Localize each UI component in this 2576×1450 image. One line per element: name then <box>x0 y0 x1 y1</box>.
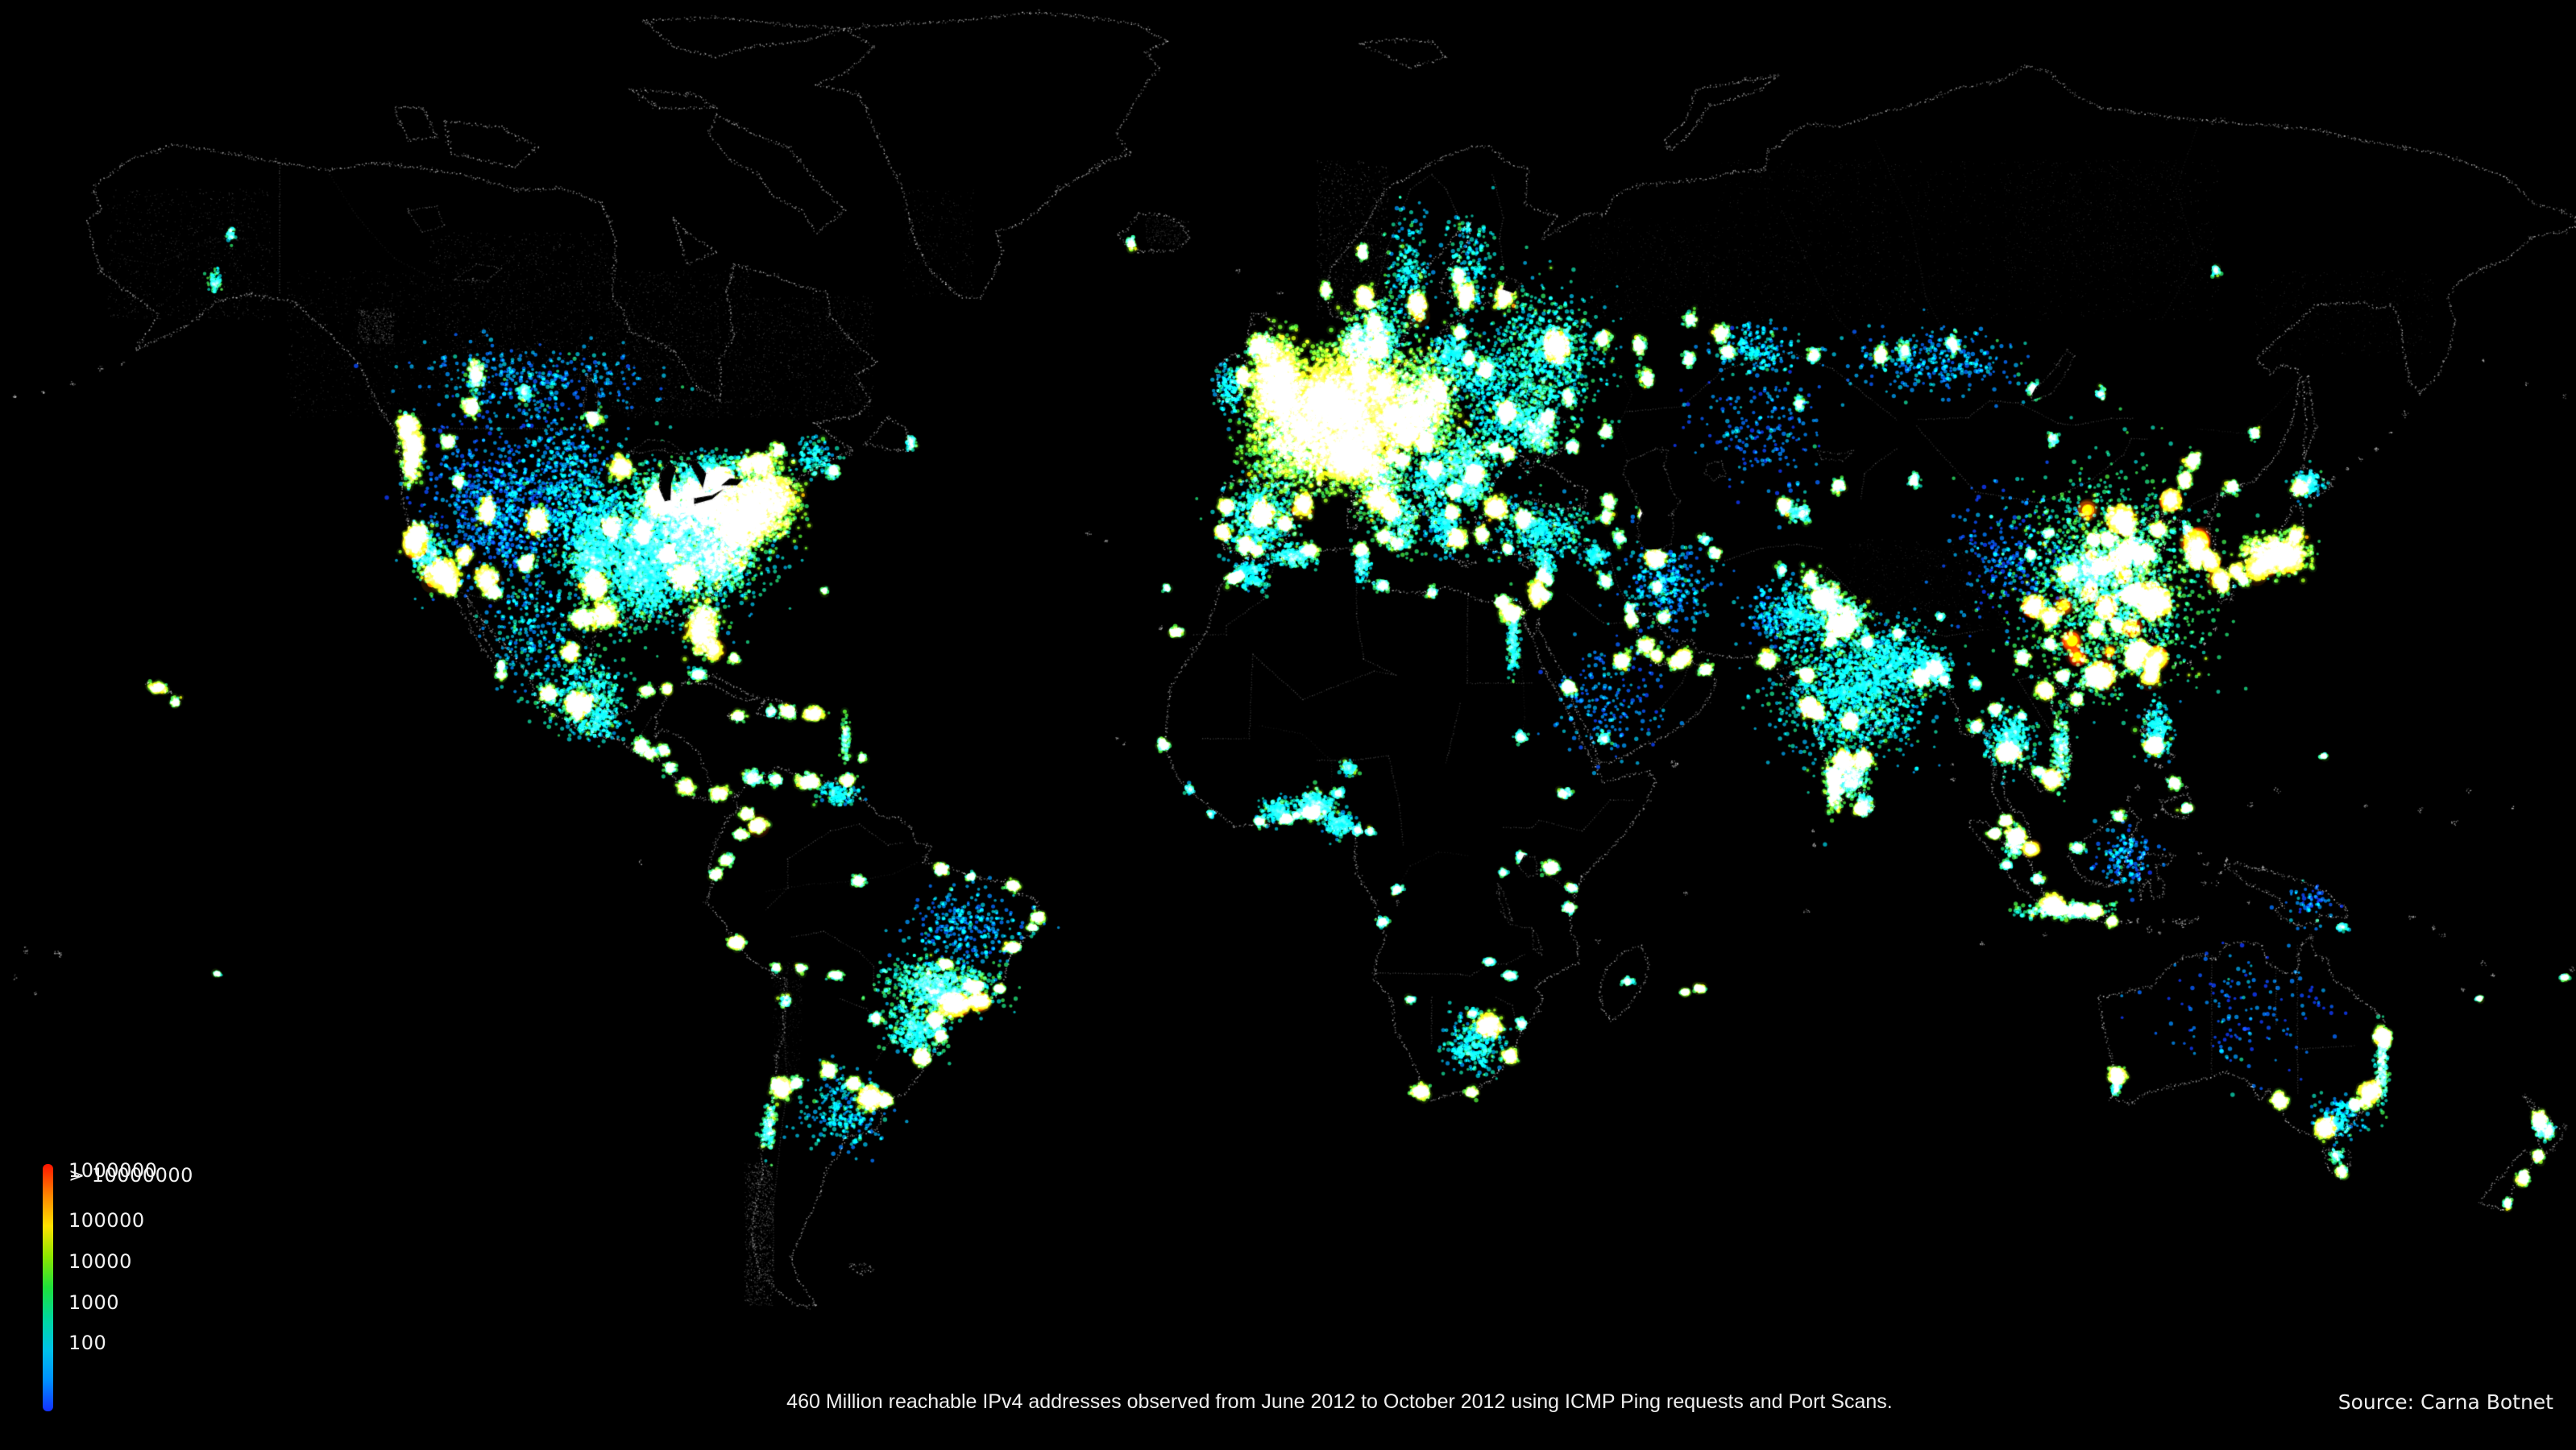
legend-label-1000: 1000 <box>68 1291 120 1314</box>
legend-label-1000000: 1000000 <box>68 1159 158 1182</box>
legend-label-10000000: > 10000000 <box>68 1164 193 1187</box>
legend-label-100000: 100000 <box>68 1209 145 1232</box>
legend-label-100: 100 <box>68 1332 107 1354</box>
legend: > 10000000 1000000 100000 10000 1000 100 <box>43 1159 381 1430</box>
legend-label-10000: 10000 <box>68 1250 132 1273</box>
source-credit: Source: Carna Botnet <box>2337 1390 2553 1414</box>
map-caption: 460 Million reachable IPv4 addresses obs… <box>786 1390 1893 1413</box>
legend-gradient-bar <box>43 1164 53 1411</box>
